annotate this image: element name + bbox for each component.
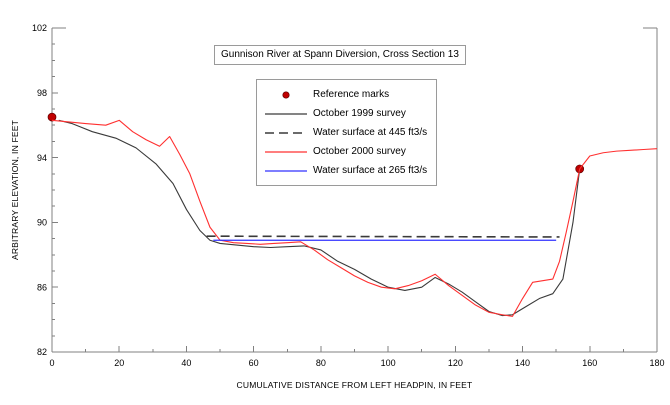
- chart-title: Gunnison River at Spann Diversion, Cross…: [221, 49, 459, 60]
- y-axis-title: ARBITRARY ELEVATION, IN FEET: [10, 120, 20, 260]
- legend-item: Water surface at 265 ft3/s: [264, 161, 427, 180]
- legend-item-label: Water surface at 445 ft3/s: [313, 127, 428, 138]
- x-tick-label: 80: [316, 358, 326, 368]
- legend-item: October 1999 survey: [264, 104, 427, 123]
- x-tick-label: 180: [649, 358, 664, 368]
- line-dashed-dark-icon: [264, 126, 308, 140]
- y-tick-label: 86: [37, 282, 47, 292]
- x-axis-title: CUMULATIVE DISTANCE FROM LEFT HEADPIN, I…: [237, 380, 473, 390]
- y-tick-label: 90: [37, 218, 47, 228]
- series-line: [206, 235, 560, 238]
- chart-legend: Reference marks October 1999 survey Water …: [256, 79, 438, 186]
- y-tick-label: 82: [37, 347, 47, 357]
- x-tick-label: 40: [181, 358, 191, 368]
- x-tick-label: 120: [448, 358, 463, 368]
- legend-item-label: Reference marks: [313, 89, 390, 100]
- y-tick-label: 102: [32, 23, 47, 33]
- legend-item: Reference marks: [264, 85, 427, 104]
- x-tick-label: 160: [582, 358, 597, 368]
- y-tick-label: 98: [37, 88, 47, 98]
- axis-labels: 82 86 90 94 98 102 0 20 40 60 80 100 120 140 160 180 CUM…: [10, 23, 665, 390]
- reference-mark-point: [47, 112, 57, 122]
- data-series: [47, 112, 658, 317]
- line-solid-dark-icon: [264, 107, 308, 121]
- axes: [51, 27, 658, 353]
- series-line: [51, 119, 658, 317]
- y-tick-label: 94: [37, 153, 47, 163]
- marker-dot-icon: [264, 88, 308, 102]
- x-tick-label: 100: [381, 358, 396, 368]
- legend-item-label: Water surface at 265 ft3/s: [313, 165, 428, 176]
- x-tick-label: 60: [249, 358, 259, 368]
- legend-item-label: October 2000 survey: [313, 146, 406, 157]
- legend-item-label: October 1999 survey: [313, 108, 406, 119]
- line-solid-red-icon: [264, 145, 308, 159]
- legend-item: Water surface at 445 ft3/s: [264, 123, 427, 142]
- x-tick-label: 140: [515, 358, 530, 368]
- legend-item: October 2000 survey: [264, 142, 427, 161]
- x-tick-label: 20: [114, 358, 124, 368]
- line-solid-blue-icon: [264, 164, 308, 178]
- chart-title-box: Gunnison River at Spann Diversion, Cross…: [214, 45, 466, 65]
- x-tick-label: 0: [49, 358, 54, 368]
